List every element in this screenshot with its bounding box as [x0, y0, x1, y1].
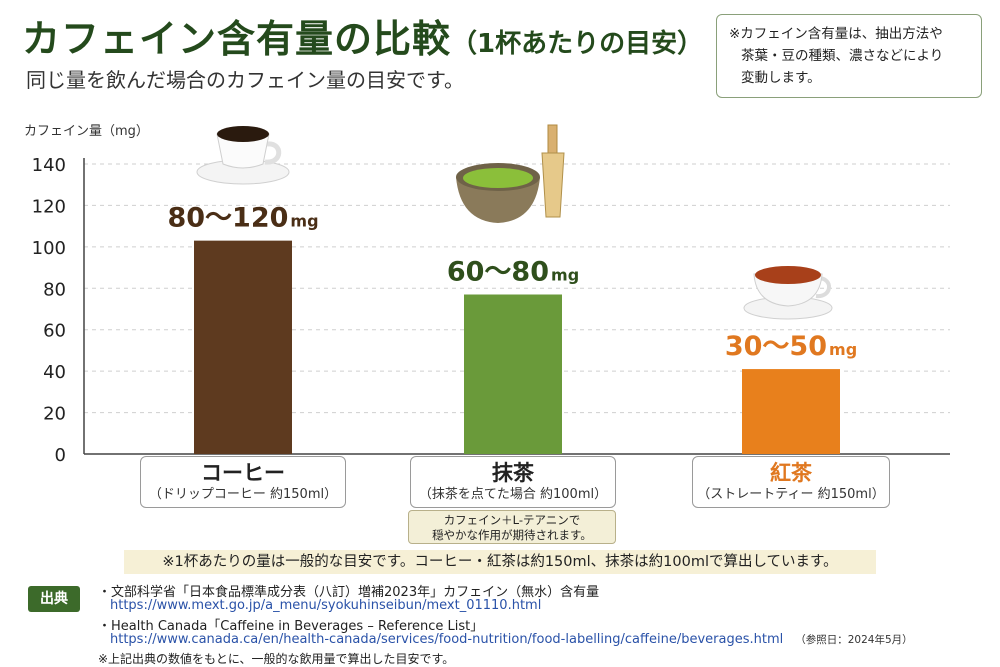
- source-1-link[interactable]: https://www.mext.go.jp/a_menu/syokuhinse…: [110, 598, 542, 613]
- matcha-bowl-icon: [456, 124, 565, 223]
- source-2-text: ・Health Canada「Caffeine in Beverages – R…: [98, 619, 484, 634]
- y-tick-label-120: 120: [32, 196, 66, 217]
- y-tick-label-60: 60: [43, 321, 66, 342]
- category-box-matcha: 抹茶 （抹茶を点てた場合 約100ml）: [410, 456, 616, 508]
- page-subtitle: 同じ量を飲んだ場合のカフェイン量の目安です。: [26, 68, 464, 92]
- source-1-text: ・文部科学省「日本食品標準成分表（八訂）増補2023年」カフェイン（無水）含有量: [98, 585, 600, 600]
- bar-tea: [742, 369, 840, 454]
- y-axis-label: カフェイン量（mg）: [24, 124, 149, 139]
- note-line-1: ※カフェイン含有量は、抽出方法や: [729, 26, 943, 42]
- bar-coffee: [194, 240, 292, 454]
- source-2-ref-date: （参照日：2024年5月）: [795, 634, 913, 646]
- page-title: カフェイン含有量の比較（1杯あたりの目安）: [22, 8, 703, 63]
- theanine-line-1: カフェイン＋L-テアニンで: [443, 513, 581, 527]
- value-label-matcha: 60～80 mg: [447, 257, 579, 288]
- y-tick-label-80: 80: [43, 279, 66, 300]
- note-line-3: 変動します。: [741, 70, 821, 86]
- serving-footnote: ※1杯あたりの量は一般的な目安です。コーヒー・紅茶は約150ml、抹茶は約100…: [124, 550, 876, 574]
- category-note-matcha: （抹茶を点てた場合 約100ml）: [418, 487, 608, 502]
- coffee-cup-icon: [196, 126, 290, 185]
- title-suffix: （1杯あたりの目安）: [451, 29, 704, 59]
- value-label-tea: 30～50 mg: [725, 331, 857, 362]
- category-note-tea: （ストレートティー 約150ml）: [697, 487, 885, 502]
- variation-note-box: ※カフェイン含有量は、抽出方法や 茶葉・豆の種類、濃さなどにより 変動します。: [716, 14, 982, 98]
- bar-matcha: [464, 294, 562, 454]
- category-box-tea: 紅茶 （ストレートティー 約150ml）: [692, 456, 890, 508]
- value-label-coffee: 80～120 mg: [167, 203, 318, 234]
- bottom-note: ※上記出典の数値をもとに、一般的な飲用量で算出した目安です。: [98, 652, 455, 666]
- category-label-coffee: コーヒー: [201, 461, 285, 485]
- y-tick-label-40: 40: [43, 362, 66, 383]
- y-tick-label-100: 100: [32, 238, 66, 259]
- source-badge: 出典: [28, 586, 80, 612]
- y-tick-label-140: 140: [32, 155, 66, 176]
- theanine-line-2: 穏やかな作用が期待されます。: [432, 528, 592, 542]
- category-label-tea: 紅茶: [770, 461, 812, 485]
- matcha-theanine-note: カフェイン＋L-テアニンで 穏やかな作用が期待されます。: [408, 510, 616, 544]
- title-main: カフェイン含有量の比較: [22, 17, 452, 61]
- y-tick-label-0: 0: [55, 445, 66, 466]
- tea-cup-icon: [743, 266, 833, 320]
- source-2-line: https://www.canada.ca/en/health-canada/s…: [110, 632, 913, 647]
- category-note-coffee: （ドリップコーヒー 約150ml）: [148, 487, 338, 502]
- category-box-coffee: コーヒー （ドリップコーヒー 約150ml）: [140, 456, 346, 508]
- source-2-link[interactable]: https://www.canada.ca/en/health-canada/s…: [110, 632, 784, 647]
- y-tick-label-20: 20: [43, 404, 66, 425]
- category-label-matcha: 抹茶: [492, 461, 534, 485]
- note-line-2: 茶葉・豆の種類、濃さなどにより: [741, 48, 944, 64]
